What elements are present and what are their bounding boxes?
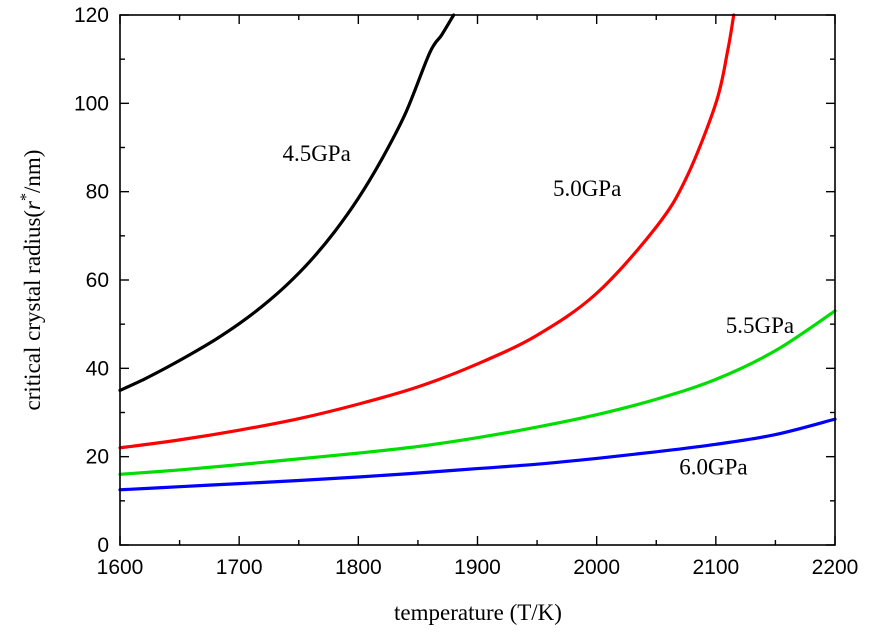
y-tick-label: 60 <box>86 269 109 292</box>
y-axis-title: critical crystal radius(r*/nm) <box>18 150 45 411</box>
x-axis-title: temperature (T/K) <box>394 600 562 625</box>
x-tick-label: 1800 <box>335 556 382 579</box>
y-tick-label: 80 <box>86 181 109 204</box>
y-axis-title-prefix: critical crystal radius( <box>20 210 45 411</box>
y-axis-title-superscript: * <box>18 193 35 201</box>
tick-labels: 1600 1700 1800 1900 2000 2100 2200 0 20 40 60 80 100… <box>74 4 858 579</box>
series-line-6-0gpa <box>118 417 837 492</box>
y-tick-label: 0 <box>97 534 109 557</box>
minor-ticks <box>120 15 835 545</box>
x-tick-label: 1900 <box>454 556 501 579</box>
y-tick-label: 20 <box>86 446 109 469</box>
x-tick-label: 2200 <box>812 556 859 579</box>
y-tick-label: 100 <box>74 92 109 115</box>
x-tick-label: 2000 <box>573 556 620 579</box>
y-tick-label: 120 <box>74 4 109 27</box>
series-label-4-5gpa: 4.5GPa <box>282 141 350 166</box>
series-group <box>118 13 837 492</box>
series-line-5-0gpa <box>118 13 736 450</box>
series-label-6-0gpa: 6.0GPa <box>679 454 747 479</box>
x-tick-label: 2100 <box>692 556 739 579</box>
series-line-5-5gpa <box>118 309 837 476</box>
y-axis-title-suffix: /nm) <box>20 150 45 193</box>
x-tick-label: 1700 <box>216 556 263 579</box>
y-tick-label: 40 <box>86 357 109 380</box>
series-label-5-0gpa: 5.0GPa <box>553 176 621 201</box>
series-line-4-5gpa <box>118 13 456 393</box>
series-label-5-5gpa: 5.5GPa <box>726 313 794 338</box>
annotation-group: 4.5GPa 5.0GPa 5.5GPa 6.0GPa <box>282 141 794 480</box>
x-tick-label: 1600 <box>97 556 144 579</box>
y-axis-title-symbol: r <box>20 200 45 210</box>
plot-frame <box>119 14 836 546</box>
